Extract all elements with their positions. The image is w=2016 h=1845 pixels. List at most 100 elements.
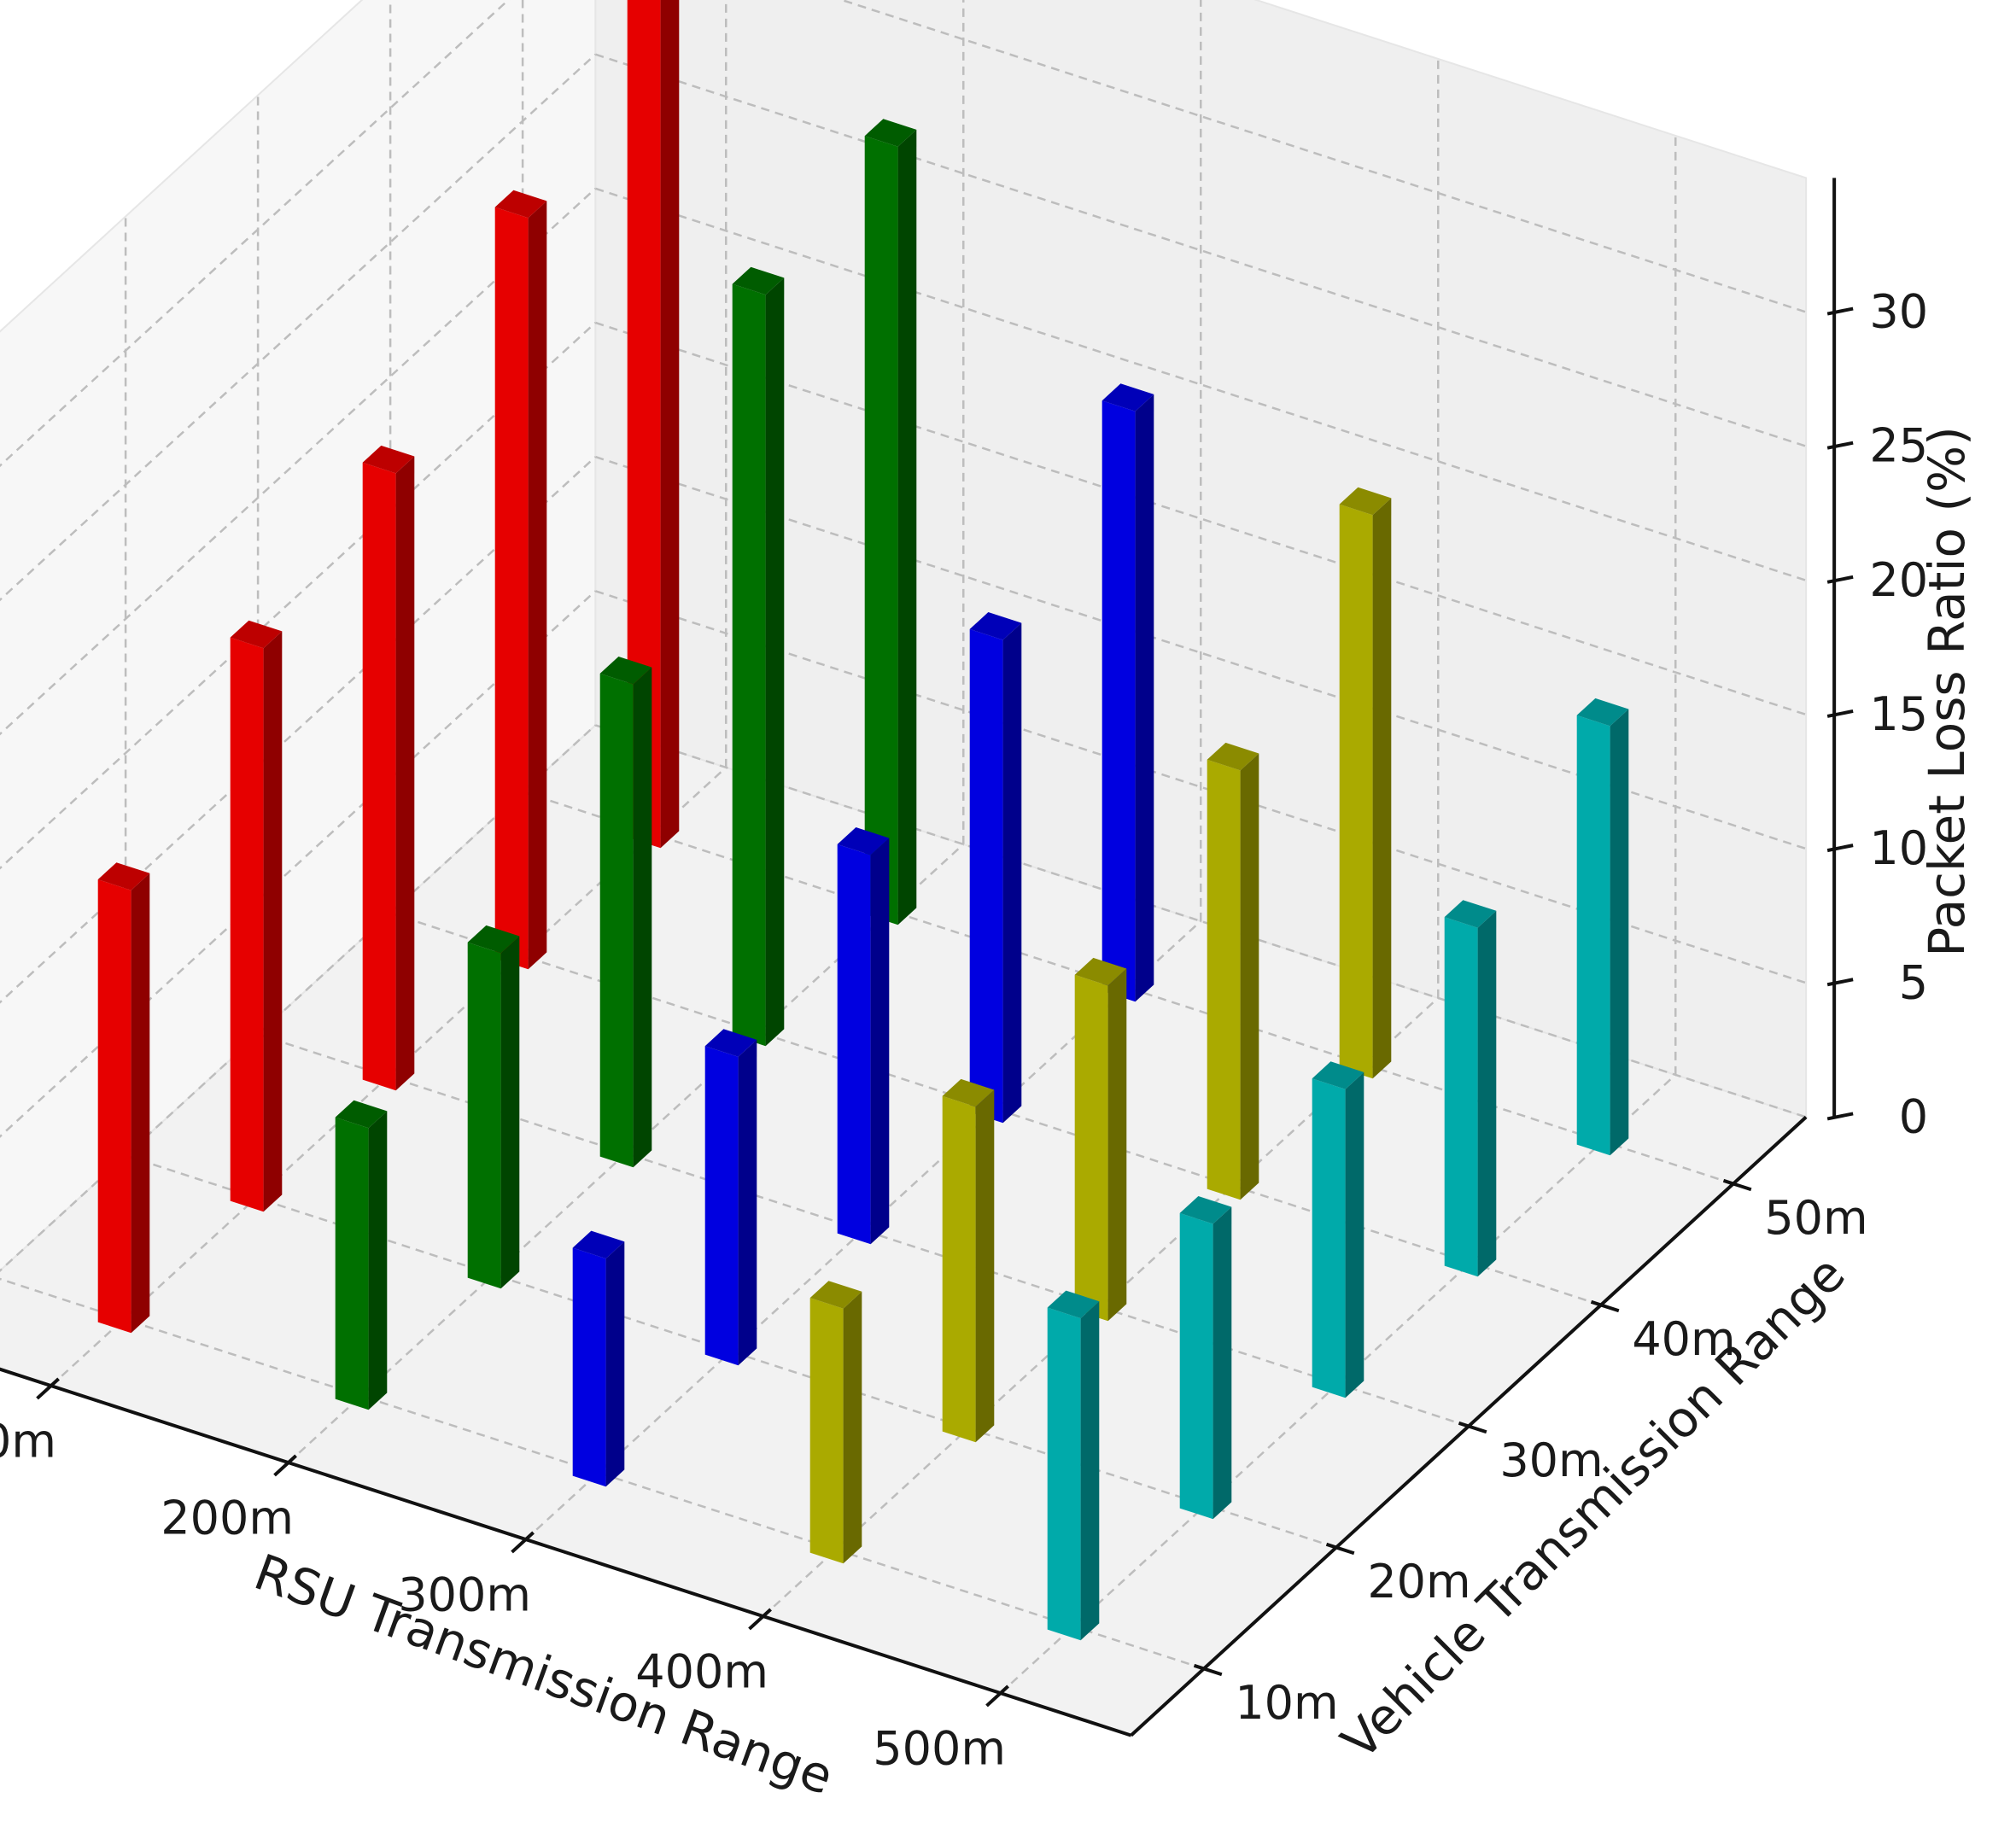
z-axis-title: Packet Loss Ratio (%)	[1918, 426, 1976, 957]
bar-400m-30m	[1074, 957, 1127, 1322]
bar-top-face	[1207, 742, 1259, 771]
tick-labels: 100m 200m 300m 400m 500m 10m 20m 30m 40m 50m 0 5 10 1…	[0, 285, 1928, 1776]
y-tick-label: 50m	[1764, 1191, 1867, 1245]
bar-side-face	[897, 129, 917, 925]
z-tick-mark	[1826, 441, 1854, 450]
bar-100m-10m	[97, 862, 150, 1334]
bar-300m-40m	[969, 612, 1022, 1124]
bar-400m-20m	[942, 1078, 995, 1443]
bar-side-face	[843, 1291, 862, 1564]
bar-top-face	[1444, 900, 1497, 928]
bar-top-face	[599, 657, 652, 685]
bar-side-face	[605, 1241, 625, 1487]
bar-front-face	[864, 136, 898, 925]
bar-front-face	[942, 1095, 976, 1443]
bar-200m-10m	[335, 1100, 388, 1410]
bar-top-face	[1312, 1061, 1364, 1089]
z-tick-mark	[1826, 307, 1854, 316]
gridline-floor-y	[257, 1033, 1470, 1428]
bar-100m-40m	[494, 190, 547, 970]
bar-side-face	[263, 631, 283, 1212]
bar-top-face	[969, 612, 1022, 640]
bar-side-face	[1080, 1301, 1100, 1641]
bar-front-face	[572, 1247, 606, 1487]
bar-500m-30m	[1312, 1061, 1364, 1398]
bar-front-face	[335, 1117, 369, 1410]
gridline-back-z	[838, 0, 1807, 313]
gridline-left-z	[0, 0, 511, 468]
z-tick-mark	[1826, 978, 1854, 987]
bar-side-face	[1135, 394, 1154, 1002]
bar-300m-30m	[837, 827, 890, 1245]
x-tick-label: 500m	[873, 1721, 1006, 1775]
bar-400m-50m	[1339, 487, 1392, 1079]
bar-200m-50m	[864, 119, 917, 925]
gridline-back-z	[594, 187, 1807, 582]
bar-top-face	[572, 1230, 625, 1259]
bar-front-face	[837, 844, 871, 1245]
bar-side-face	[1240, 753, 1259, 1200]
bar-side-face	[1107, 968, 1127, 1322]
bar-top-face	[1047, 1290, 1100, 1319]
gridline-floor-y	[389, 912, 1602, 1306]
y-tick-label: 20m	[1367, 1555, 1470, 1609]
bar-front-face	[627, 0, 661, 849]
bar-side-face	[738, 1039, 757, 1366]
bar-top-face	[1074, 957, 1127, 986]
bar-front-face	[1074, 974, 1108, 1322]
bar-200m-20m	[467, 925, 520, 1289]
bar-400m-10m	[809, 1281, 862, 1564]
gridline-left-z	[0, 187, 597, 736]
gridline-floor-y	[522, 791, 1734, 1185]
bars	[97, 0, 1629, 1641]
bar-top-face	[942, 1078, 995, 1107]
bar-300m-10m	[572, 1230, 625, 1487]
bar-front-face	[1179, 1212, 1213, 1520]
z-tick-mark	[1826, 709, 1854, 718]
bar-top-face	[467, 925, 520, 954]
bar-top-face	[732, 266, 785, 295]
bar-200m-30m	[599, 657, 652, 1168]
bar-side-face	[1002, 622, 1022, 1124]
bar-top-face	[335, 1100, 388, 1129]
bar-top-face	[230, 620, 283, 649]
bar-top-face	[704, 1029, 757, 1057]
x-tick-label: 200m	[161, 1491, 294, 1544]
y-tick-mark	[1193, 1663, 1223, 1677]
bar-500m-20m	[1179, 1196, 1232, 1520]
z-tick-label: 30	[1869, 285, 1928, 339]
x-tick-label: 100m	[0, 1414, 56, 1468]
z-tick-label: 15	[1869, 687, 1928, 741]
bar-100m-50m	[627, 0, 680, 849]
y-tick-label: 30m	[1499, 1433, 1603, 1487]
bar-top-face	[362, 445, 415, 474]
bar-300m-20m	[704, 1029, 757, 1366]
bar-side-face	[765, 277, 785, 1047]
bar-side-face	[1345, 1071, 1364, 1398]
bar-top-face	[97, 862, 150, 890]
gridline-floor-y	[0, 1277, 1205, 1670]
bar-top-face	[1576, 698, 1629, 727]
bar-side-face	[1477, 910, 1497, 1277]
x-tick-mark	[36, 1377, 60, 1400]
bar-100m-30m	[362, 445, 415, 1091]
x-tick-label: 400m	[635, 1644, 768, 1698]
bar-front-face	[1312, 1078, 1346, 1398]
bar-front-face	[969, 628, 1003, 1124]
bar-top-face	[864, 119, 917, 147]
y-tick-label: 10m	[1235, 1676, 1338, 1730]
bar-top-face	[1101, 383, 1154, 412]
bar-front-face	[230, 637, 264, 1212]
bar-side-face	[870, 838, 890, 1245]
x-tick-label: 300m	[398, 1568, 531, 1621]
bar-side-face	[131, 873, 150, 1334]
bar-front-face	[732, 283, 766, 1047]
bar-side-face	[368, 1111, 388, 1410]
bar-front-face	[1444, 917, 1478, 1277]
bar-front-face	[1101, 400, 1136, 1002]
y-tick-mark	[1590, 1299, 1620, 1313]
bar-front-face	[599, 673, 634, 1168]
gridline-back-z	[594, 321, 1807, 716]
y-tick-mark	[1458, 1421, 1487, 1434]
